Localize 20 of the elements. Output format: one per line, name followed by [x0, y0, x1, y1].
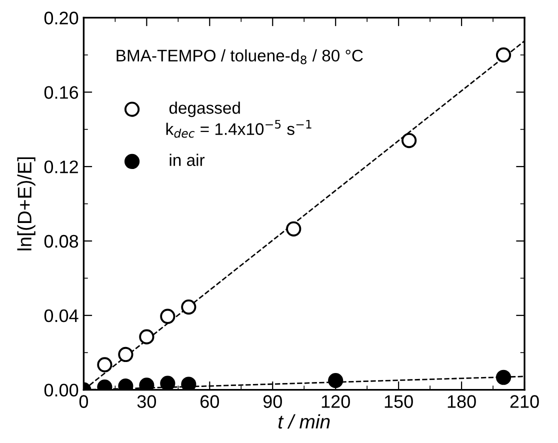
x-tick-label: 30: [137, 395, 156, 408]
legend-label: degassed: [169, 102, 240, 118]
y-axis-title: ln[(D+E)/E]: [17, 157, 36, 250]
x-tick-label: 180: [448, 395, 476, 408]
legend-title: BMA-TEMPO / toluene-d$_{8}$ / 80 °C: [116, 49, 363, 64]
x-tick-label: 120: [322, 395, 350, 408]
y-tick-label: 0.16: [44, 86, 78, 99]
legend-label: in air: [170, 154, 205, 166]
y-tick-label: 0.00: [44, 384, 78, 397]
x-axis-title: t / min: [278, 414, 330, 429]
x-tick-label: 90: [263, 395, 282, 408]
y-tick-label: 0.04: [44, 309, 78, 322]
y-tick-label: 0.12: [44, 160, 78, 174]
annotation: k$_{dec}$ = 1.4x10$^{−5}$ s$^{−1}$: [166, 120, 312, 138]
y-tick-label: 0.20: [44, 12, 78, 24]
y-tick-label: 0.08: [44, 234, 78, 248]
x-tick-label: 150: [384, 395, 413, 408]
x-tick-label: 210: [510, 395, 539, 408]
x-tick-label: 60: [200, 395, 219, 408]
x-tick-label: 0: [79, 395, 88, 408]
